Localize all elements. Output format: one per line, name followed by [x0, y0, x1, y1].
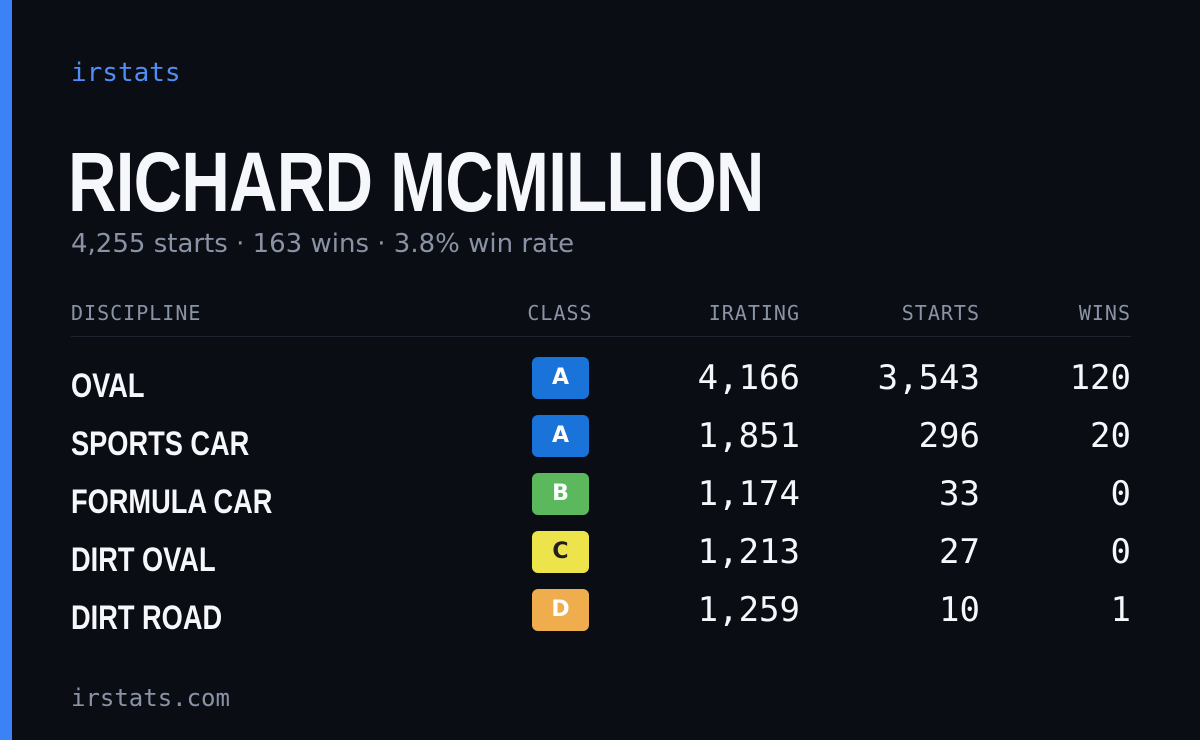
table-body: OVAL A 4,166 3,543 120 SPORTS CAR A 1,85…: [71, 337, 1131, 643]
wins-value: 0: [1110, 474, 1131, 514]
career-summary: 4,255 starts · 163 wins · 3.8% win rate: [71, 229, 575, 259]
header-irating: IRATING: [708, 301, 800, 325]
header-wins: WINS: [1078, 301, 1131, 325]
table-row: SPORTS CAR A 1,851 296 20: [71, 411, 1131, 469]
irating-value: 1,174: [697, 474, 800, 514]
starts-value: 10: [939, 590, 980, 630]
discipline-name: DIRT OVAL: [71, 541, 216, 579]
table-row: FORMULA CAR B 1,174 33 0: [71, 469, 1131, 527]
starts-value: 3,543: [877, 358, 980, 398]
wins-value: 0: [1110, 532, 1131, 572]
class-badge: A: [532, 415, 589, 457]
irating-value: 4,166: [697, 358, 800, 398]
irating-value: 1,851: [697, 416, 800, 456]
footer-url: irstats.com: [71, 684, 230, 712]
brand-logo-text: irstats: [71, 58, 181, 88]
header-discipline: DISCIPLINE: [71, 301, 202, 325]
discipline-table: DISCIPLINE CLASS IRATING STARTS WINS OVA…: [71, 292, 1131, 643]
class-badge: C: [532, 531, 589, 573]
irating-value: 1,213: [697, 532, 800, 572]
table-row: OVAL A 4,166 3,543 120: [71, 353, 1131, 411]
header-class: CLASS: [527, 301, 593, 325]
class-badge: B: [532, 473, 589, 515]
wins-value: 20: [1090, 416, 1131, 456]
discipline-name: DIRT ROAD: [71, 599, 223, 637]
class-badge: D: [532, 589, 589, 631]
class-badge: A: [532, 357, 589, 399]
wins-value: 1: [1110, 590, 1131, 630]
wins-value: 120: [1069, 358, 1131, 398]
starts-value: 296: [918, 416, 980, 456]
accent-bar: [0, 0, 12, 740]
table-header: DISCIPLINE CLASS IRATING STARTS WINS: [71, 292, 1131, 337]
header-starts: STARTS: [901, 301, 980, 325]
starts-value: 33: [939, 474, 980, 514]
discipline-name: FORMULA CAR: [71, 483, 273, 521]
driver-name: RICHARD MCMILLION: [68, 135, 764, 229]
discipline-name: SPORTS CAR: [71, 425, 250, 463]
starts-value: 27: [939, 532, 980, 572]
irating-value: 1,259: [697, 590, 800, 630]
table-row: DIRT OVAL C 1,213 27 0: [71, 527, 1131, 585]
discipline-name: OVAL: [71, 367, 145, 405]
table-row: DIRT ROAD D 1,259 10 1: [71, 585, 1131, 643]
